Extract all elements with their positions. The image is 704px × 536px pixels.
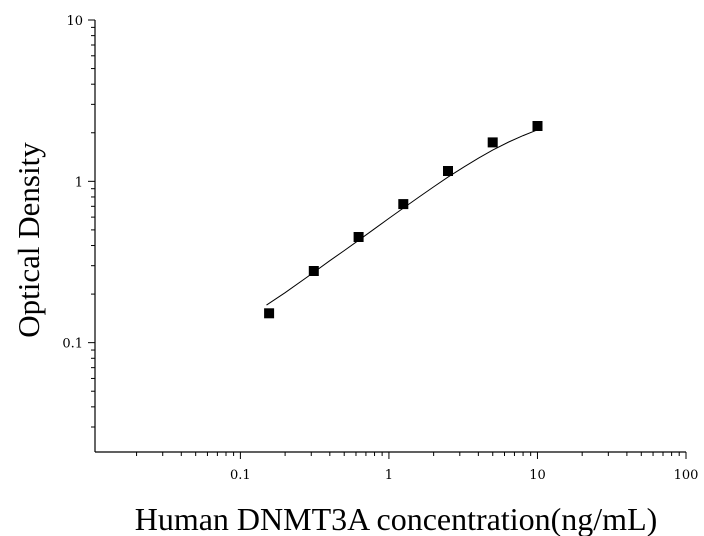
x-tick-label: 0.1	[230, 468, 251, 483]
y-axis-title: Optical Density	[11, 142, 46, 338]
data-point	[353, 232, 364, 242]
axes: 0.1 1 10 100 0.1 1 10	[62, 14, 698, 483]
x-tick-label: 100	[674, 468, 699, 483]
y-tick-label: 0.1	[62, 337, 83, 352]
plot-area	[264, 121, 543, 319]
data-point	[532, 121, 543, 131]
fit-curve	[266, 129, 538, 306]
x-tick-label: 10	[529, 468, 546, 483]
x-axis-title: Human DNMT3A concentration(ng/mL)	[135, 501, 658, 536]
data-point	[487, 137, 498, 148]
y-tick-label: 10	[66, 14, 83, 29]
data-point	[443, 166, 453, 176]
data-point	[398, 199, 409, 210]
x-tick-label: 1	[385, 468, 393, 483]
y-tick-label: 1	[75, 175, 83, 190]
data-point	[308, 266, 319, 276]
data-point	[264, 308, 275, 319]
